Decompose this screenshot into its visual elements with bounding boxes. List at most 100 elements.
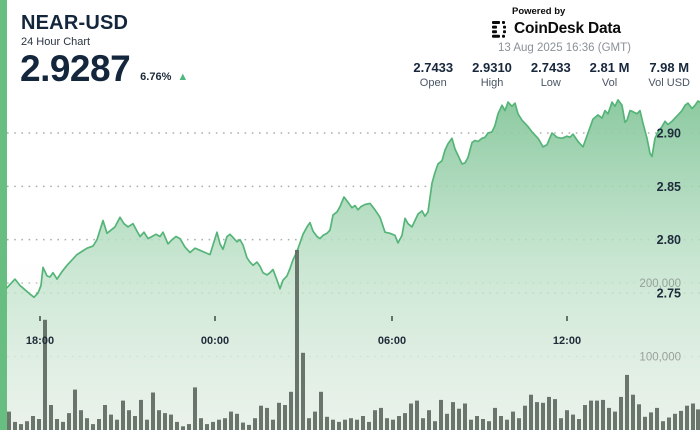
volume-bar bbox=[121, 400, 125, 430]
volume-bar bbox=[661, 421, 665, 430]
volume-bar bbox=[31, 416, 35, 430]
volume-bar bbox=[469, 419, 473, 430]
volume-bar bbox=[25, 421, 29, 430]
powered-by-label: Powered by bbox=[512, 6, 566, 17]
volume-bar bbox=[301, 352, 305, 430]
volume-bar bbox=[457, 408, 461, 430]
volume-bar bbox=[565, 410, 569, 430]
volume-bar bbox=[475, 416, 479, 430]
volume-bar bbox=[193, 387, 197, 430]
volume-bar bbox=[73, 389, 77, 430]
volume-bar bbox=[253, 418, 257, 430]
coindesk-brand: CoinDesk Data bbox=[492, 20, 692, 38]
volume-bar bbox=[349, 418, 353, 430]
high-value: 2.9310 bbox=[472, 60, 512, 75]
volume-bar bbox=[607, 407, 611, 430]
volume-bar bbox=[109, 414, 113, 430]
volume-bar bbox=[343, 419, 347, 430]
time-tick bbox=[214, 316, 216, 321]
volume-bar bbox=[373, 410, 377, 430]
timestamp: 13 Aug 2025 16:36 (GMT) bbox=[498, 42, 631, 54]
volume-bar bbox=[157, 410, 161, 430]
volume-bar bbox=[145, 419, 149, 430]
coindesk-brand-text: CoinDesk Data bbox=[514, 20, 621, 37]
stat-vol-usd: 7.98 M Vol USD bbox=[648, 60, 690, 89]
volume-bar bbox=[589, 400, 593, 430]
price-axis-label: 2.75 bbox=[657, 287, 681, 301]
volume-bar bbox=[169, 414, 173, 430]
volume-bar bbox=[61, 421, 65, 430]
volume-bar bbox=[493, 407, 497, 430]
price-area bbox=[7, 99, 700, 430]
price-axis-label: 2.80 bbox=[657, 233, 681, 247]
open-value: 2.7433 bbox=[413, 60, 454, 75]
volume-bar bbox=[115, 419, 119, 430]
stat-high: 2.9310 High bbox=[472, 60, 512, 89]
volume-bar bbox=[127, 410, 131, 430]
volume-bar bbox=[511, 411, 515, 430]
volume-bar bbox=[181, 426, 185, 430]
volume-bar bbox=[289, 391, 293, 430]
volume-bar bbox=[463, 403, 467, 430]
volume-bar bbox=[223, 418, 227, 430]
volume-bar bbox=[601, 399, 605, 430]
volume-bar bbox=[361, 416, 365, 430]
price-axis-label: 2.90 bbox=[657, 127, 681, 141]
volume-bar bbox=[571, 414, 575, 430]
volume-bar bbox=[7, 411, 11, 430]
page-title: NEAR-USD bbox=[21, 12, 129, 34]
volume-bar bbox=[415, 400, 419, 430]
volume-bar bbox=[403, 413, 407, 430]
volume-bar bbox=[229, 411, 233, 430]
ohlc-stats-row: 2.7433 Open 2.9310 High 2.7433 Low 2.81 … bbox=[394, 60, 690, 89]
volume-bar bbox=[619, 396, 623, 430]
volume-bar bbox=[679, 410, 683, 430]
current-price: 2.9287 bbox=[20, 48, 131, 89]
volume-bar bbox=[643, 416, 647, 430]
volume-bar bbox=[103, 405, 107, 430]
volume-bar bbox=[49, 405, 53, 430]
volume-bar bbox=[355, 419, 359, 430]
high-label: High bbox=[480, 77, 504, 89]
time-tick bbox=[39, 316, 41, 321]
volume-bar bbox=[595, 400, 599, 430]
volume-bar bbox=[283, 405, 287, 430]
volume-bar bbox=[331, 419, 335, 430]
volume-bar bbox=[325, 416, 329, 430]
volume-bar bbox=[367, 421, 371, 430]
volume-bar bbox=[487, 421, 491, 430]
volume-bar bbox=[19, 424, 23, 430]
volume-bar bbox=[541, 402, 545, 430]
vol-value: 2.81 M bbox=[589, 60, 630, 75]
volume-bar bbox=[685, 405, 689, 430]
volume-bar bbox=[79, 410, 83, 430]
volume-bar bbox=[481, 419, 485, 430]
volume-bar bbox=[199, 418, 203, 430]
time-tick bbox=[566, 316, 568, 321]
low-value: 2.7433 bbox=[530, 60, 571, 75]
volume-bar bbox=[535, 402, 539, 430]
volume-bar bbox=[553, 399, 557, 430]
volume-bar bbox=[649, 412, 653, 430]
volume-bar bbox=[97, 419, 101, 430]
volume-bar bbox=[691, 403, 695, 430]
volume-bar bbox=[613, 411, 617, 430]
volume-axis-label: 200,000 bbox=[639, 278, 681, 290]
volume-bar bbox=[211, 421, 215, 430]
volume-bar bbox=[55, 419, 59, 430]
volume-bar bbox=[133, 416, 137, 430]
vol-usd-label: Vol USD bbox=[648, 77, 690, 89]
stat-open: 2.7433 Open bbox=[413, 60, 453, 89]
time-axis-label: 12:00 bbox=[553, 335, 581, 347]
volume-bar bbox=[529, 394, 533, 430]
volume-bar bbox=[277, 402, 281, 430]
volume-bar bbox=[433, 421, 437, 430]
volume-bar bbox=[313, 411, 317, 430]
volume-bar bbox=[205, 424, 209, 430]
volume-bar bbox=[13, 421, 17, 430]
change-percent: 6.76% bbox=[140, 71, 172, 83]
volume-bar bbox=[439, 399, 443, 430]
price-line bbox=[6, 99, 700, 299]
